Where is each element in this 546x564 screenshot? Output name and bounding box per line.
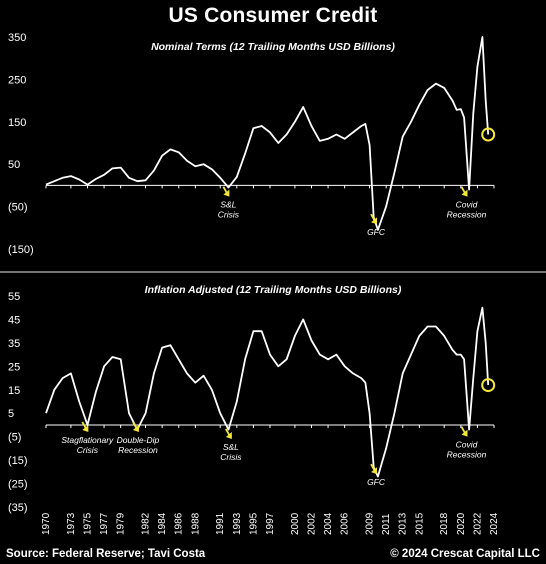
x-tick-label: 1970 (41, 512, 52, 535)
y-tick-label: 250 (8, 74, 26, 86)
y-tick-label: 5 (8, 408, 14, 420)
y-tick-label: (5) (8, 432, 21, 444)
y-tick-label: (150) (8, 244, 34, 256)
series-line (45, 36, 490, 231)
x-tick-label: 1975 (82, 512, 93, 535)
annotation-label: GFC (367, 477, 386, 487)
y-tick-label: (35) (8, 502, 28, 514)
x-tick-label: 1991 (215, 512, 226, 535)
annotation-label: Crisis (218, 210, 240, 220)
x-tick-label: 1979 (116, 512, 127, 535)
x-tick-label: 1982 (141, 512, 152, 535)
y-tick-label: 150 (8, 117, 26, 129)
x-tick-label: 1973 (66, 512, 77, 535)
x-tick-label: 2009 (365, 512, 376, 535)
annotation-label: Crisis (77, 445, 99, 455)
annotation-label: Recession (118, 445, 158, 455)
x-tick-label: 1986 (174, 512, 185, 535)
panel-title: Nominal Terms (12 Trailing Months USD Bi… (151, 41, 395, 53)
annotation-label: Stagflationary (61, 435, 114, 445)
annotation-arrowhead (461, 429, 468, 437)
x-tick-label: 1995 (248, 512, 259, 535)
x-tick-label: 2002 (306, 512, 317, 535)
x-tick-label: 2000 (290, 512, 301, 535)
x-tick-label: 2018 (439, 512, 450, 535)
annotation-label: Covid (456, 200, 478, 210)
annotation-arrowhead (223, 189, 230, 197)
annotation-label: Double-Dip (117, 435, 160, 445)
x-tick-label: 1993 (232, 512, 243, 535)
y-tick-label: (50) (8, 202, 28, 214)
y-tick-label: 15 (8, 385, 20, 397)
annotation-arrowhead (371, 217, 378, 225)
x-tick-label: 2004 (323, 512, 334, 535)
annotation-label: GFC (367, 227, 386, 237)
x-tick-label: 2011 (381, 513, 392, 535)
x-tick-label: 1977 (99, 512, 110, 535)
y-tick-label: 25 (8, 361, 20, 373)
y-tick-label: (25) (8, 479, 28, 491)
annotation-arrowhead (461, 189, 468, 197)
y-tick-label: 35 (8, 338, 20, 350)
panel-title: Inflation Adjusted (12 Trailing Months U… (145, 284, 402, 296)
annotation-label: Recession (447, 210, 487, 220)
annotation-arrowhead (82, 424, 89, 432)
annotation-label: S&L (223, 442, 239, 452)
annotation-arrowhead (225, 431, 232, 439)
source-note: Source: Federal Reserve; Tavi Costa (6, 548, 206, 560)
x-tick-label: 2022 (472, 512, 483, 535)
x-tick-label: 1997 (265, 512, 276, 535)
chart-title: US Consumer Credit (168, 4, 378, 27)
latest-point-highlight (481, 127, 496, 142)
x-tick-label: 2015 (414, 512, 425, 535)
x-tick-label: 1984 (157, 512, 168, 535)
annotation-label: Recession (447, 450, 487, 460)
annotation-label: S&L (220, 200, 236, 210)
copyright-note: © 2024 Crescat Capital LLC (390, 548, 540, 560)
latest-point-highlight (481, 378, 496, 393)
x-tick-label: 1988 (190, 512, 201, 535)
y-tick-label: (15) (8, 455, 28, 467)
y-tick-label: 50 (8, 159, 20, 171)
y-tick-label: 45 (8, 314, 20, 326)
x-tick-label: 2006 (340, 512, 351, 535)
series-line (45, 306, 490, 478)
x-tick-label: 2013 (398, 512, 409, 535)
annotation-label: Crisis (220, 452, 242, 462)
y-tick-label: 55 (8, 291, 20, 303)
x-tick-label: 2020 (456, 512, 467, 535)
x-tick-label: 2024 (489, 512, 500, 535)
y-tick-label: 350 (8, 32, 26, 44)
annotation-label: Covid (456, 440, 478, 450)
annotation-arrowhead (371, 467, 378, 475)
annotation-arrowhead (132, 424, 139, 432)
